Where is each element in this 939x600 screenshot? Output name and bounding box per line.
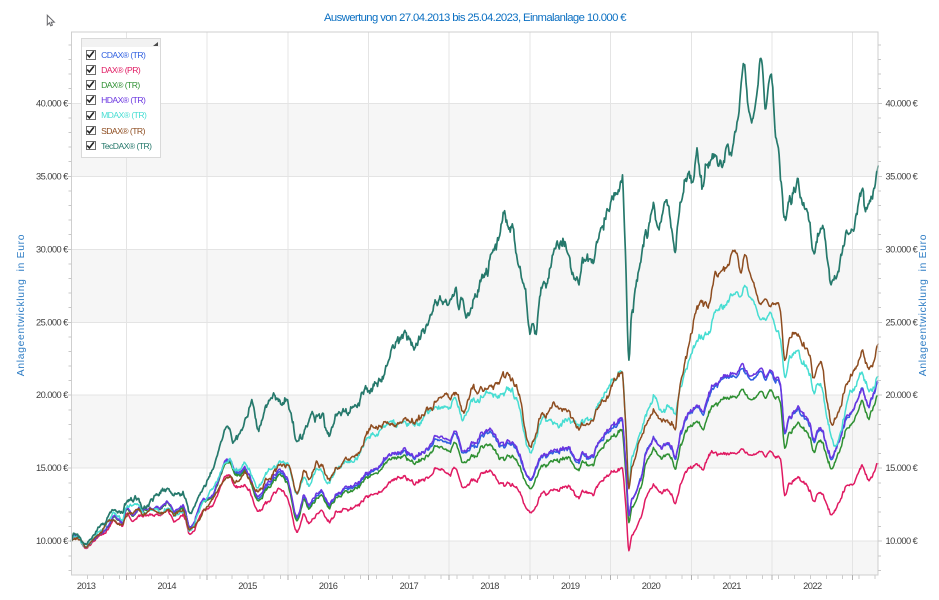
svg-text:2016: 2016 — [319, 581, 338, 591]
svg-text:40.000 €: 40.000 € — [36, 98, 69, 108]
svg-text:15.000 €: 15.000 € — [36, 463, 69, 473]
svg-text:Anlageentwicklung in Euro: Anlageentwicklung in Euro — [16, 234, 27, 376]
svg-text:20.000 €: 20.000 € — [886, 390, 919, 400]
svg-text:30.000 €: 30.000 € — [886, 244, 919, 254]
svg-text:40.000 €: 40.000 € — [886, 98, 919, 108]
svg-text:30.000 €: 30.000 € — [36, 244, 69, 254]
svg-text:2019: 2019 — [561, 581, 580, 591]
svg-text:2022: 2022 — [803, 581, 822, 591]
svg-text:35.000 €: 35.000 € — [36, 171, 69, 181]
svg-text:10.000 €: 10.000 € — [886, 536, 919, 546]
svg-text:2014: 2014 — [158, 581, 177, 591]
svg-text:2017: 2017 — [400, 581, 419, 591]
svg-text:2020: 2020 — [642, 581, 661, 591]
svg-text:25.000 €: 25.000 € — [886, 317, 919, 327]
svg-text:2015: 2015 — [238, 581, 257, 591]
svg-text:Auswertung von 27.04.2013 bis: Auswertung von 27.04.2013 bis 25.04.2023… — [324, 12, 627, 24]
svg-text:2018: 2018 — [480, 581, 499, 591]
svg-text:35.000 €: 35.000 € — [886, 171, 919, 181]
svg-text:25.000 €: 25.000 € — [36, 317, 69, 327]
svg-text:15.000 €: 15.000 € — [886, 463, 919, 473]
svg-text:Anlageentwicklung in Euro: Anlageentwicklung in Euro — [918, 234, 929, 376]
svg-text:20.000 €: 20.000 € — [36, 390, 69, 400]
svg-text:10.000 €: 10.000 € — [36, 536, 69, 546]
svg-text:2013: 2013 — [77, 581, 96, 591]
svg-text:2021: 2021 — [722, 581, 741, 591]
